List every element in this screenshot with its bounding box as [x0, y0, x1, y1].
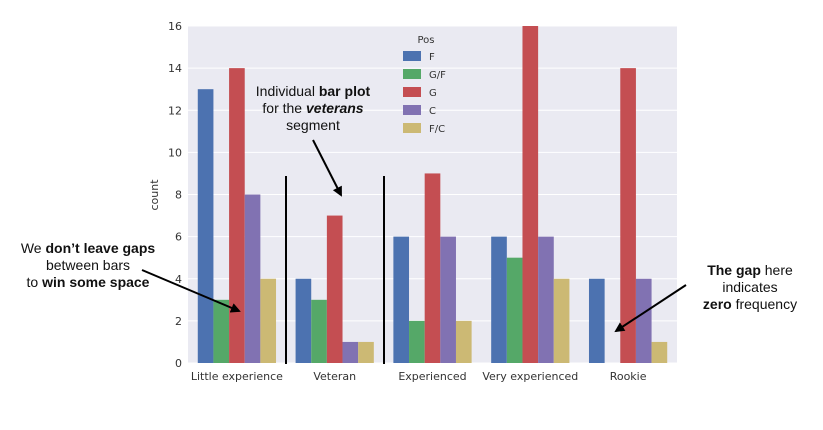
- legend-items: F G/F GC F/C: [403, 51, 446, 135]
- bar-C-1: [342, 341, 359, 363]
- x-tick-label: Rookie: [610, 370, 647, 383]
- annotation-zero-frequency: The gap here indicates zero frequency: [702, 262, 798, 312]
- annotation-veterans: Individual bar plot for the veterans seg…: [255, 83, 371, 133]
- bar-FC-1: [358, 341, 374, 363]
- legend-label: F/C: [429, 124, 445, 135]
- y-tick-labels: 0 2 4 6 8 10 12 14 16: [168, 20, 182, 370]
- bar-C-2: [440, 236, 456, 363]
- bar-F-1: [295, 278, 312, 363]
- y-tick-label: 14: [168, 62, 182, 75]
- bar-GF-2: [409, 320, 425, 363]
- bar-FC-4: [651, 341, 668, 363]
- bar-G-1: [326, 215, 343, 363]
- legend: Pos F G/F GC F/C: [403, 35, 446, 135]
- bar-G-0: [229, 68, 245, 363]
- y-tick-label: 12: [168, 104, 182, 117]
- legend-swatch: [403, 69, 421, 79]
- bar-F-4: [588, 278, 605, 363]
- x-tick-label: Little experience: [191, 370, 283, 383]
- bar-C-4: [635, 278, 652, 363]
- y-tick-label: 2: [175, 315, 182, 328]
- bar-F-3: [491, 236, 507, 363]
- bars: [197, 26, 668, 363]
- y-tick-label: 8: [175, 189, 182, 202]
- legend-label: G/F: [429, 70, 446, 81]
- bar-GF-1: [311, 299, 327, 363]
- y-tick-label: 16: [168, 20, 182, 33]
- x-tick-labels: Little experience Veteran Experienced Very …: [191, 370, 647, 383]
- bar-GF-0: [213, 299, 230, 363]
- x-tick-label: Very experienced: [482, 370, 578, 383]
- arrow-right-annotation: [614, 284, 687, 333]
- bar-F-0: [197, 89, 214, 363]
- bar-FC-3: [553, 278, 570, 363]
- y-tick-label: 4: [175, 273, 182, 286]
- y-tick-label: 0: [175, 357, 182, 370]
- x-tick-label: Veteran: [313, 370, 356, 383]
- bar-FC-0: [260, 278, 277, 363]
- bar-F-2: [393, 236, 410, 363]
- legend-label: G: [429, 88, 437, 99]
- arrow-top-annotation: [312, 139, 342, 197]
- annotation-no-gaps: We don’t leave gaps between bars to win …: [20, 240, 156, 290]
- bar-GF-3: [506, 257, 523, 363]
- y-axis-label: count: [148, 179, 161, 211]
- legend-label: C: [429, 106, 436, 117]
- legend-swatch: [403, 123, 421, 133]
- legend-swatch: [403, 105, 421, 115]
- arrow-left-annotation: [141, 269, 241, 313]
- legend-swatch: [403, 51, 421, 61]
- bar-G-4: [620, 68, 636, 363]
- bar-C-3: [538, 236, 554, 363]
- legend-swatch: [403, 87, 421, 97]
- bar-FC-2: [455, 320, 472, 363]
- x-tick-label: Experienced: [398, 370, 466, 383]
- y-tick-label: 6: [175, 231, 182, 244]
- y-tick-label: 10: [168, 146, 182, 159]
- bar-G-2: [424, 173, 441, 363]
- legend-label: F: [429, 52, 435, 63]
- legend-title: Pos: [417, 35, 434, 46]
- bar-C-0: [244, 194, 261, 363]
- bar-G-3: [522, 26, 539, 363]
